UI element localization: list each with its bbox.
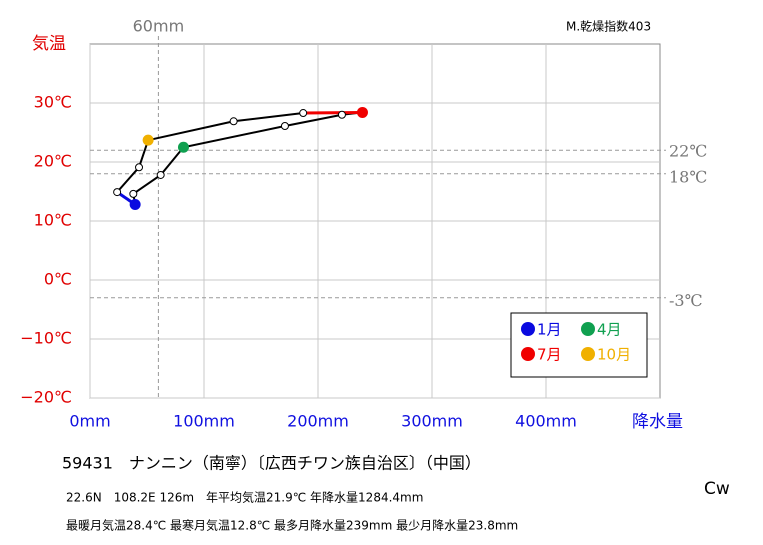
info: 22.6N 108.2E 126m 年平均気温21.9℃ 年降水量1284.4m… bbox=[66, 490, 423, 505]
month-point bbox=[229, 117, 238, 126]
x-axis-label: 降水量 bbox=[632, 412, 683, 432]
x-tick-label: 100mm bbox=[173, 412, 235, 431]
x-tick-label: 200mm bbox=[287, 412, 349, 431]
legend-label: 7月 bbox=[537, 346, 562, 364]
month-point bbox=[337, 110, 346, 119]
legend-marker bbox=[581, 322, 595, 336]
month-point bbox=[129, 189, 138, 198]
y-axis-label: 気温 bbox=[32, 34, 66, 54]
legend-label: 10月 bbox=[597, 346, 631, 364]
legend-marker bbox=[521, 347, 535, 361]
legend-label: 4月 bbox=[597, 321, 622, 339]
legend bbox=[510, 312, 648, 378]
reference-label: 22℃ bbox=[669, 142, 707, 161]
month-point bbox=[156, 170, 165, 179]
y-tick-label: 30℃ bbox=[34, 93, 72, 112]
x-tick-label: 0mm bbox=[69, 412, 110, 431]
highlight-segment bbox=[303, 110, 363, 115]
reference-label: 18℃ bbox=[669, 167, 707, 186]
info: 最暖月気温28.4℃ 最寒月気温12.8℃ 最多月降水量239mm 最少月降水量… bbox=[66, 518, 518, 533]
reference-label: -3℃ bbox=[669, 291, 702, 310]
month-point bbox=[356, 106, 368, 118]
month-point bbox=[142, 134, 154, 146]
month-point bbox=[129, 198, 141, 210]
month-point bbox=[177, 141, 189, 153]
x-tick-label: 400mm bbox=[515, 412, 577, 431]
y-tick-label: 0℃ bbox=[44, 270, 72, 289]
legend-marker bbox=[581, 347, 595, 361]
month-point bbox=[280, 122, 289, 131]
dryness-index: M.乾燥指数403 bbox=[566, 19, 651, 34]
month-point bbox=[135, 163, 144, 172]
month-point bbox=[299, 109, 308, 118]
y-tick-label: −10℃ bbox=[20, 329, 72, 348]
y-tick-label: 20℃ bbox=[34, 152, 72, 171]
y-tick-label: −20℃ bbox=[20, 388, 72, 407]
climate-type: Cw bbox=[704, 479, 730, 499]
legend-label: 1月 bbox=[537, 321, 562, 339]
y-tick-label: 10℃ bbox=[34, 211, 72, 230]
month-point bbox=[113, 188, 122, 197]
loop-line bbox=[115, 111, 363, 207]
station: 59431 ナンニン（南寧）〔広西チワン族自治区〕（中国） bbox=[62, 454, 481, 473]
legend-marker bbox=[521, 322, 535, 336]
reference-label: 60mm bbox=[133, 17, 185, 36]
x-tick-label: 300mm bbox=[401, 412, 463, 431]
